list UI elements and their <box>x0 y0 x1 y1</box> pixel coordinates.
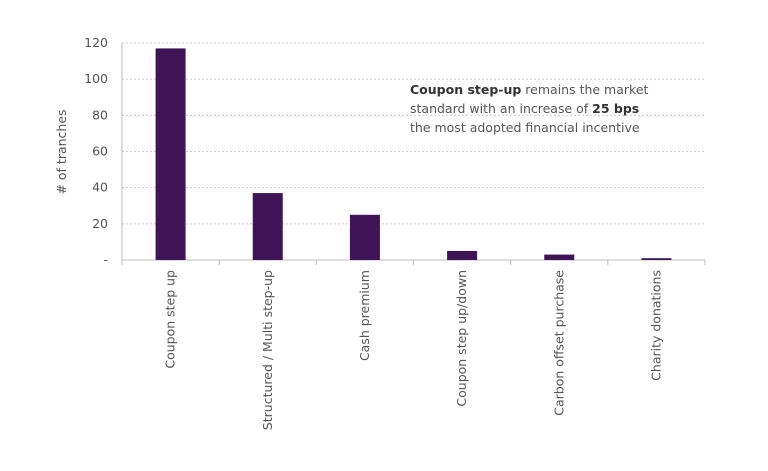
annotation-text: remains the market <box>521 82 648 97</box>
y-tick-label: - <box>103 252 108 267</box>
y-tick-label: 100 <box>84 71 108 86</box>
category-label: Coupon step up <box>163 270 178 369</box>
bar-2 <box>349 214 380 260</box>
annotation-text: standard with an increase of <box>410 101 592 116</box>
annotation-line-1: Coupon step-up remains the market <box>410 82 649 97</box>
category-label: Charity donations <box>648 270 663 381</box>
bar-1 <box>252 193 283 260</box>
annotation-bold: 25 bps <box>592 101 639 116</box>
bar-5 <box>641 258 672 260</box>
y-tick-label: 120 <box>84 35 108 50</box>
category-label: Coupon step up/down <box>454 270 469 407</box>
bar-3 <box>447 250 478 260</box>
bar-0 <box>155 48 186 260</box>
category-label: Structured / Multi step-up <box>260 270 275 430</box>
y-tick-label: 80 <box>92 107 108 122</box>
annotation-bold: Coupon step-up <box>410 82 521 97</box>
y-tick-label: 40 <box>92 180 108 195</box>
bar-4 <box>544 254 575 260</box>
category-label: Carbon offset purchase <box>551 270 566 416</box>
category-label: Cash premium <box>357 270 372 361</box>
y-tick-label: 20 <box>92 216 108 231</box>
annotation-line-2: standard with an increase of 25 bps <box>410 101 639 116</box>
y-axis-label: # of tranches <box>54 109 69 194</box>
annotation-line-3: the most adopted financial incentive <box>410 120 640 135</box>
y-tick-label: 60 <box>92 144 108 159</box>
